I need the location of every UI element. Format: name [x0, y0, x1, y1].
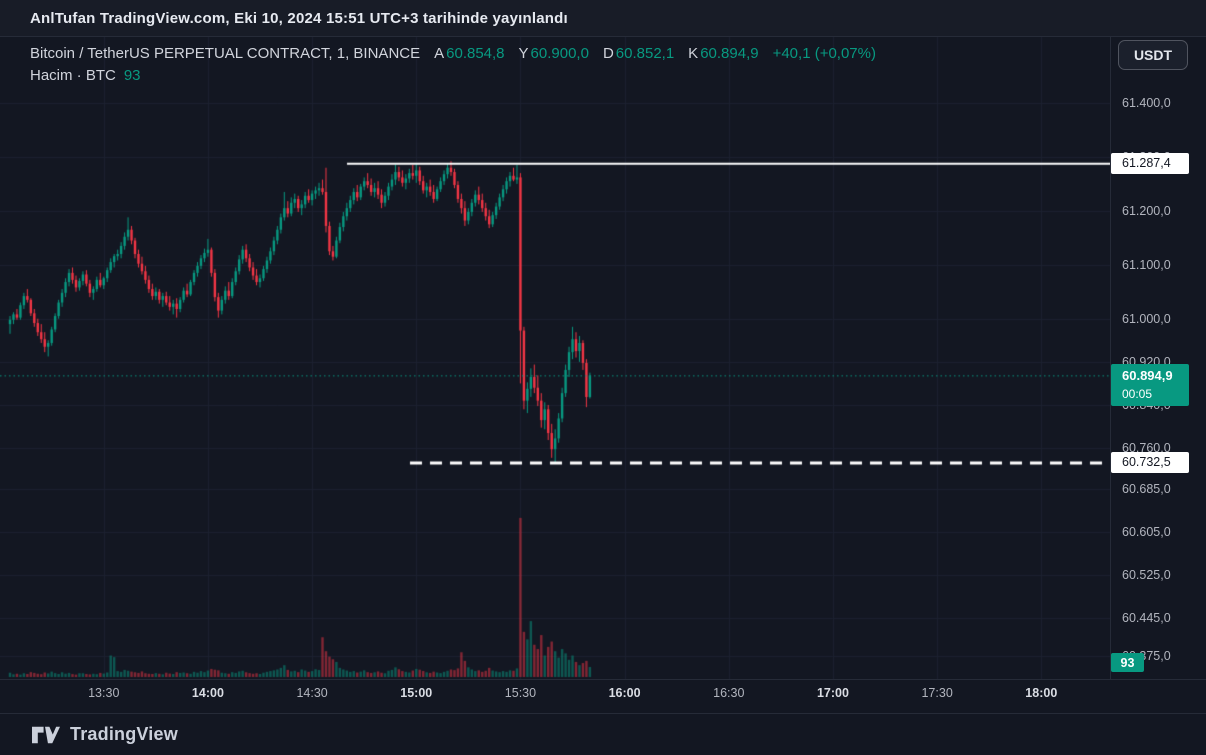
- resistance-price-label: 61.287,4: [1111, 152, 1189, 174]
- price-tick-label: 60.685,0: [1122, 481, 1171, 496]
- volume-badge: 93: [1111, 653, 1144, 672]
- time-tick-label: 15:30: [504, 686, 537, 700]
- time-axis-separator: [0, 679, 1206, 680]
- price-tick-label: 61.000,0: [1122, 311, 1171, 326]
- ohlc-low-label: D: [602, 45, 614, 62]
- price-chart-canvas[interactable]: [0, 37, 1110, 679]
- currency-button[interactable]: USDT: [1118, 40, 1188, 70]
- ohlc-high-label: Y: [518, 45, 529, 62]
- time-tick-label: 16:30: [713, 686, 745, 700]
- volume-indicator-label: Hacim · BTC: [30, 67, 116, 84]
- support-price-text: 60.732,5: [1122, 455, 1171, 470]
- ohlc-open: A 60.854,8: [434, 45, 504, 62]
- time-tick-label: 16:00: [608, 686, 641, 700]
- ohlc-low: D 60.852,1: [603, 45, 674, 62]
- tradingview-logo-icon: [32, 726, 60, 743]
- ohlc-high-value: 60.900,0: [530, 45, 589, 62]
- symbol-info-row: Bitcoin / TetherUS PERPETUAL CONTRACT, 1…: [30, 45, 876, 62]
- symbol-title: Bitcoin / TetherUS PERPETUAL CONTRACT, 1…: [30, 45, 421, 62]
- price-tick-label: 61.200,0: [1122, 203, 1171, 218]
- support-price-label: 60.732,5: [1111, 451, 1189, 473]
- change-value: +40,1 (+0,07%): [772, 45, 876, 62]
- time-tick-label: 17:00: [816, 686, 849, 700]
- volume-indicator-value: 93: [123, 67, 141, 84]
- countdown-text: 00:05: [1122, 387, 1153, 402]
- price-tick-label: 60.445,0: [1122, 611, 1171, 625]
- time-tick-label: 17:30: [921, 686, 953, 700]
- ohlc-low-value: 60.852,1: [615, 45, 675, 62]
- brand-name: TradingView: [70, 724, 178, 744]
- tradingview-link[interactable]: TradingView: [32, 724, 178, 745]
- attribution-text: AnlTufan TradingView.com, Eki 10, 2024 1…: [30, 9, 568, 27]
- resistance-price-text: 61.287,4: [1122, 156, 1171, 171]
- price-tick-label: 60.605,0: [1122, 524, 1171, 539]
- ohlc-open-label: A: [434, 45, 445, 62]
- price-tick-label: 60.760,0: [1122, 441, 1171, 456]
- price-axis-separator: [1110, 37, 1111, 679]
- header-bar: AnlTufan TradingView.com, Eki 10, 2024 1…: [0, 0, 1206, 37]
- time-tick-label: 13:30: [88, 686, 120, 700]
- ohlc-close-value: 60.894,9: [700, 45, 759, 62]
- time-tick-label: 15:00: [400, 686, 433, 700]
- price-tick-label: 61.100,0: [1122, 257, 1171, 272]
- last-price-text: 60.894,9: [1122, 368, 1173, 384]
- time-tick-label: 14:00: [191, 686, 224, 700]
- time-tick-label: 18:00: [1025, 686, 1058, 700]
- ohlc-close: K 60.894,9: [688, 45, 758, 62]
- price-tick-label: 60.525,0: [1122, 567, 1171, 582]
- footer-bar: TradingView: [0, 713, 1206, 755]
- price-tick-label: 61.400,0: [1122, 96, 1171, 110]
- volume-indicator-row: Hacim · BTC 93: [30, 67, 141, 84]
- ohlc-high: Y 60.900,0: [519, 45, 589, 62]
- time-tick-label: 14:30: [296, 686, 328, 700]
- ohlc-close-label: K: [688, 45, 699, 62]
- ohlc-open-value: 60.854,8: [446, 45, 505, 62]
- last-price-label: 60.894,9 00:05: [1111, 364, 1189, 407]
